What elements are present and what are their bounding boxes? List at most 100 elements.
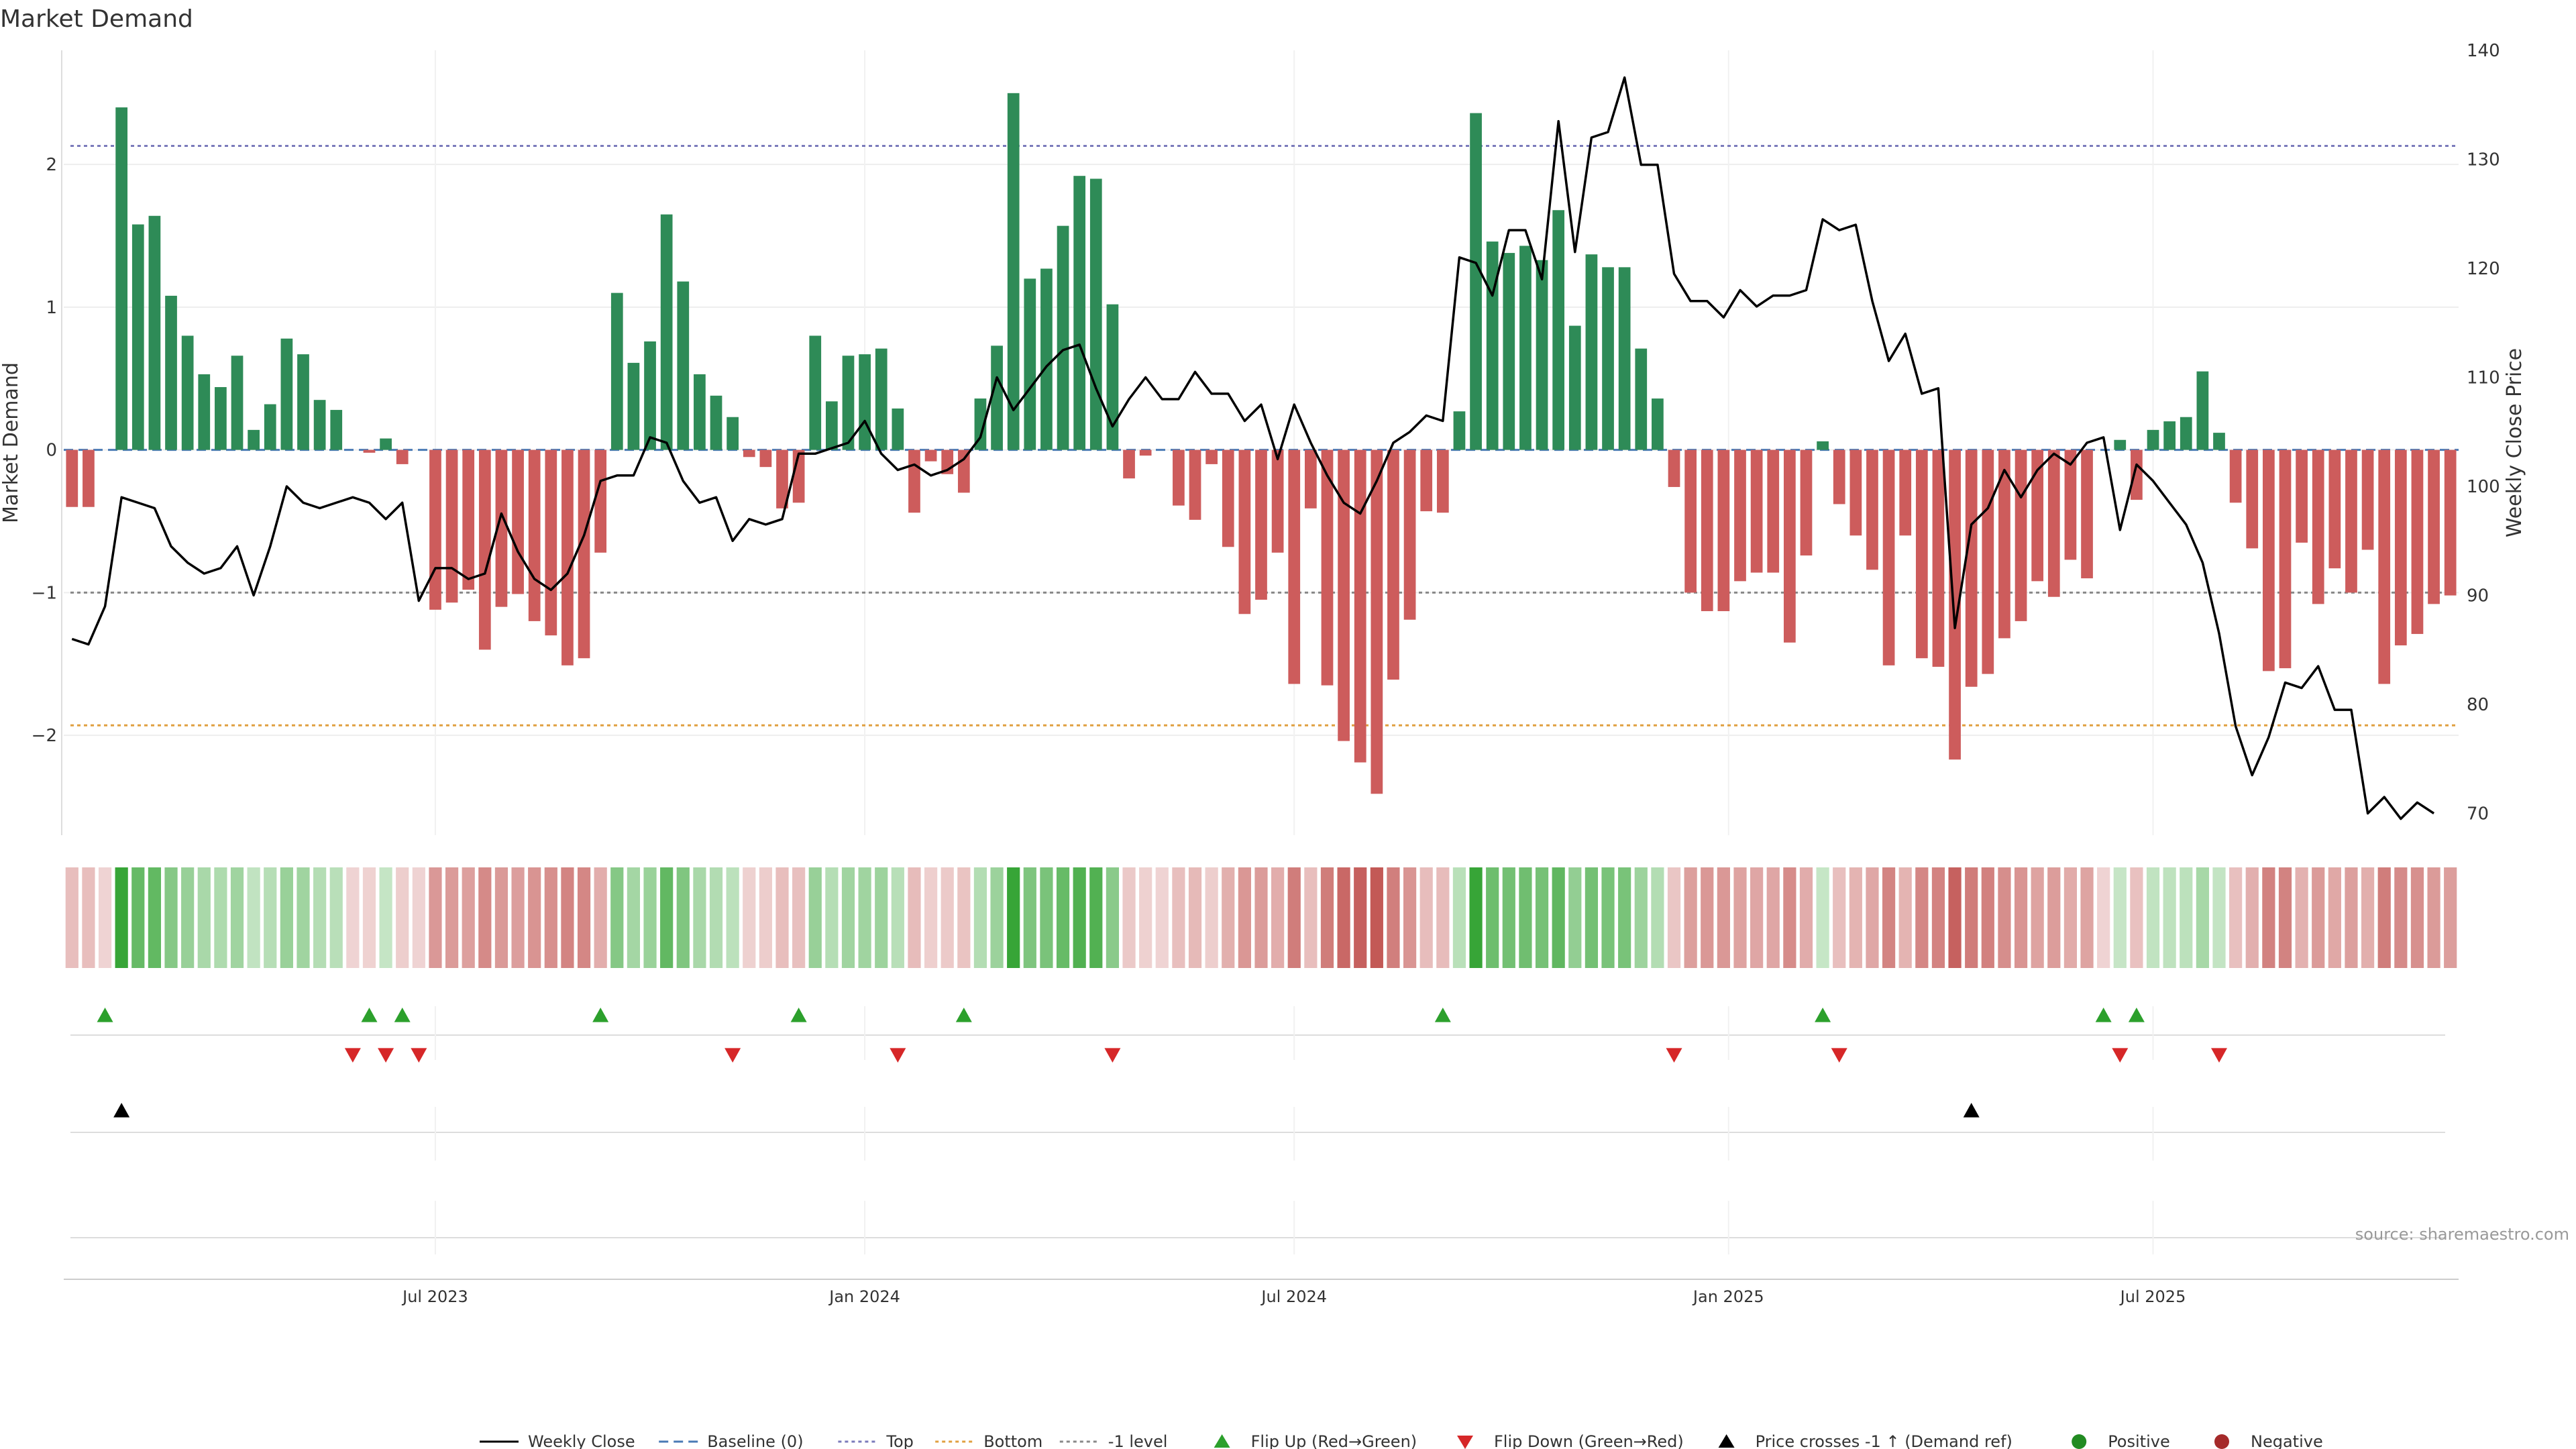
demand-bar-negative	[1800, 449, 1813, 556]
price-line-group	[71, 76, 2435, 820]
demand-bar-positive	[710, 395, 722, 450]
demand-bar-negative	[1684, 449, 1697, 593]
regime-cell	[1667, 867, 1681, 968]
regime-cell	[2444, 867, 2457, 968]
demand-bar-positive	[2196, 371, 2209, 450]
demand-bar-negative	[1767, 449, 1780, 573]
demand-bar-positive	[2163, 421, 2176, 450]
demand-bar-negative	[1750, 449, 1763, 573]
demand-bar-positive	[892, 408, 904, 450]
demand-bar-positive	[1057, 225, 1069, 450]
regime-cell	[396, 867, 409, 968]
legend-label: Flip Down (Green→Red)	[1494, 1432, 1684, 1449]
regime-cell	[2212, 867, 2226, 968]
x-tick-label: Jul 2025	[2119, 1287, 2186, 1306]
regime-cell	[412, 867, 425, 968]
demand-bar-positive	[809, 335, 822, 450]
demand-bar-positive	[1519, 246, 1532, 450]
regime-cell	[1271, 867, 1285, 968]
regime-cell	[511, 867, 525, 968]
regime-cell	[1337, 867, 1350, 968]
demand-bar-positive	[380, 438, 392, 450]
regime-cell	[2146, 867, 2160, 968]
demand-bar-positive	[181, 335, 194, 450]
regime-cell	[1833, 867, 1846, 968]
demand-bar-negative	[1271, 449, 1284, 553]
demand-bar-negative	[1982, 449, 1994, 674]
demand-bar-negative	[363, 449, 376, 453]
regime-cell	[494, 867, 508, 968]
demand-bar-positive	[280, 338, 293, 450]
demand-bar-positive	[198, 374, 211, 450]
demand-bar-negative	[445, 449, 458, 603]
demand-bar-negative	[2081, 449, 2093, 579]
demand-bar-negative	[1436, 449, 1449, 513]
demand-bar-negative	[1139, 449, 1152, 456]
flip-up-marker	[790, 1008, 807, 1022]
demand-bar-positive	[842, 356, 855, 450]
demand-bar-negative	[462, 449, 475, 590]
x-tick-label: Jul 2023	[401, 1287, 468, 1306]
demand-bar-negative	[594, 449, 607, 553]
regime-cell	[1287, 867, 1301, 968]
flip-down-marker	[2211, 1048, 2227, 1063]
x-tick-label: Jan 2025	[1692, 1287, 1764, 1306]
regime-cell	[759, 867, 772, 968]
demand-bars	[66, 93, 2457, 794]
demand-bar-positive	[727, 417, 739, 450]
legend-swatch	[2072, 1434, 2087, 1449]
flip-up-marker	[2128, 1008, 2145, 1022]
regime-cell	[2229, 867, 2243, 968]
regime-cell	[1519, 867, 1532, 968]
demand-bar-negative	[924, 449, 937, 462]
regime-cell	[1370, 867, 1383, 968]
legend-swatch	[1214, 1434, 1230, 1448]
regime-cell	[1552, 867, 1565, 968]
regime-cell	[2361, 867, 2375, 968]
regime-cell	[693, 867, 706, 968]
regime-cell	[792, 867, 806, 968]
regime-cell	[1205, 867, 1218, 968]
regime-cell	[297, 867, 310, 968]
regime-cell	[429, 867, 442, 968]
regime-cell	[973, 867, 987, 968]
regime-cell	[2410, 867, 2424, 968]
demand-bar-positive	[1503, 253, 1515, 450]
demand-bar-negative	[1123, 449, 1135, 479]
regime-cell	[1931, 867, 1945, 968]
demand-bar-negative	[2428, 449, 2440, 604]
demand-bar-negative	[1998, 449, 2010, 639]
demand-bar-negative	[561, 449, 574, 665]
demand-bar-positive	[1652, 398, 1664, 450]
flip-up-marker	[592, 1008, 609, 1022]
y-axis-left-label: Market Demand	[0, 362, 23, 523]
demand-bar-positive	[165, 295, 177, 450]
regime-cell	[1419, 867, 1433, 968]
demand-bar-negative	[578, 449, 590, 659]
demand-bar-positive	[644, 341, 656, 450]
demand-bar-positive	[2213, 433, 2225, 450]
right-tick-label: 90	[2467, 586, 2489, 606]
regime-cell	[181, 867, 195, 968]
regime-cell	[841, 867, 855, 968]
demand-bar-negative	[759, 449, 772, 468]
demand-bar-negative	[2345, 449, 2357, 593]
regime-cell	[941, 867, 954, 968]
demand-bar-positive	[1007, 93, 1020, 450]
x-tick-label: Jan 2024	[828, 1287, 900, 1306]
regime-cell	[1948, 867, 1962, 968]
regime-cell	[379, 867, 392, 968]
demand-bar-negative	[776, 449, 788, 508]
regime-cell	[1998, 867, 2011, 968]
demand-bar-positive	[2147, 429, 2159, 450]
demand-bar-negative	[2246, 449, 2259, 549]
source-note: source: sharemaestro.com	[2355, 1225, 2569, 1244]
flip-up-marker	[394, 1008, 411, 1022]
regime-cell	[1106, 867, 1120, 968]
regime-cell	[2328, 867, 2341, 968]
demand-bar-negative	[66, 449, 78, 507]
demand-bar-negative	[2064, 449, 2077, 560]
regime-cell	[643, 867, 657, 968]
regime-cell	[2295, 867, 2308, 968]
legend-label: Baseline (0)	[707, 1432, 803, 1449]
